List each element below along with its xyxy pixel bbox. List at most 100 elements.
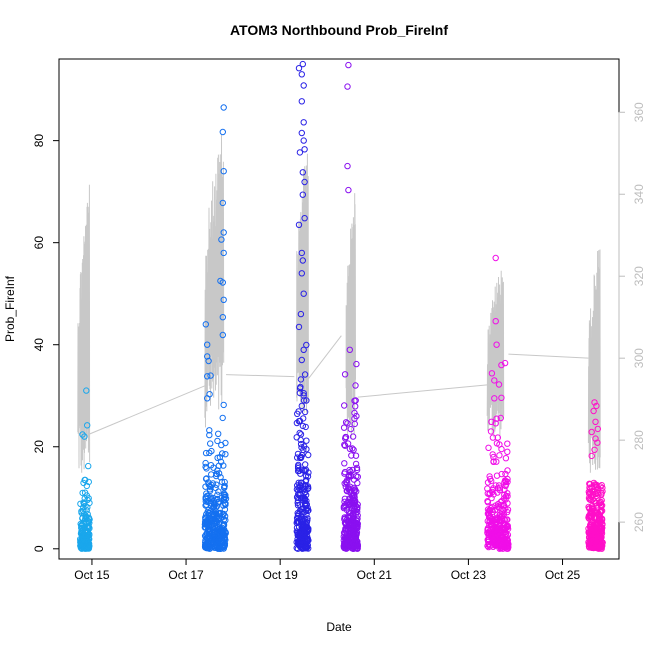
data-point [295, 221, 303, 229]
data-point [296, 149, 304, 156]
data-point [493, 472, 501, 479]
data-point [590, 407, 597, 415]
data-point [305, 484, 312, 492]
data-point [215, 488, 222, 495]
data-point [340, 504, 348, 512]
data-point [484, 527, 491, 534]
data-point [589, 488, 596, 496]
data-point [496, 441, 503, 448]
data-point [341, 498, 348, 505]
data-point [294, 509, 301, 517]
data-point [202, 459, 209, 467]
data-point [345, 61, 352, 69]
data-point [502, 493, 510, 500]
data-point [298, 466, 306, 473]
data-point [213, 470, 220, 477]
data-point [221, 482, 228, 490]
data-point [83, 387, 90, 394]
plot-frame [58, 58, 620, 560]
data-point [349, 433, 357, 440]
data-point [205, 525, 212, 532]
data-point [208, 447, 215, 455]
data-point [489, 451, 496, 458]
data-point [345, 186, 352, 194]
y2-tick-label: 320 [632, 266, 646, 286]
data-point [214, 499, 222, 506]
data-point [351, 420, 358, 428]
data-point [202, 494, 210, 501]
data-point [588, 452, 595, 460]
data-point [302, 499, 309, 507]
data-point [300, 346, 307, 353]
data-point [592, 527, 599, 534]
data-point [207, 462, 215, 469]
data-point [221, 506, 229, 513]
data-point [219, 450, 226, 457]
data-point [294, 464, 302, 472]
data-point [502, 477, 509, 485]
y2-tick-label: 360 [632, 102, 646, 122]
data-point [220, 249, 227, 257]
data-point [79, 545, 86, 552]
data-point [297, 383, 304, 391]
data-point [301, 215, 308, 222]
data-point [220, 104, 227, 111]
data-point [303, 476, 310, 484]
data-point [340, 424, 348, 431]
data-point [81, 500, 88, 507]
data-point [301, 178, 308, 186]
data-point [77, 500, 84, 507]
data-point [206, 431, 213, 439]
data-point [217, 542, 224, 549]
data-point [85, 540, 93, 547]
data-point [354, 538, 361, 545]
data-point [342, 483, 349, 490]
data-point [299, 169, 306, 176]
data-point [497, 514, 505, 521]
data-point [586, 496, 594, 503]
data-point [599, 488, 606, 495]
data-point [351, 499, 359, 506]
data-point [493, 415, 500, 422]
data-point [302, 461, 309, 468]
data-point [487, 428, 495, 435]
data-point [204, 341, 211, 348]
data-point [342, 433, 349, 441]
data-point [341, 470, 348, 477]
data-point [222, 451, 229, 458]
data-point [304, 535, 311, 542]
y-tick-label: 40 [32, 338, 46, 352]
data-point [215, 531, 222, 538]
data-point [592, 418, 599, 425]
data-point [210, 517, 218, 525]
data-point [293, 494, 301, 501]
data-point [504, 440, 511, 447]
data-point [206, 427, 213, 434]
data-point [203, 475, 210, 482]
data-point [350, 446, 357, 453]
data-point [203, 465, 210, 472]
data-point [293, 434, 300, 441]
data-point [345, 521, 353, 528]
data-point [299, 257, 306, 264]
data-point [79, 507, 87, 514]
data-point [497, 534, 504, 541]
data-point [344, 539, 351, 546]
data-point [352, 531, 359, 538]
data-point [599, 484, 606, 492]
data-point [219, 414, 226, 422]
x-tick-label: Oct 17 [168, 568, 204, 582]
data-point [495, 381, 503, 388]
data-point [348, 452, 355, 459]
data-point [81, 433, 88, 440]
data-point [294, 454, 301, 461]
data-point [588, 487, 596, 495]
data-point [303, 397, 310, 404]
data-point [303, 341, 310, 349]
y2-tick-label: 300 [632, 348, 646, 368]
y2-series-lines [77, 134, 601, 473]
data-point [495, 482, 503, 489]
data-point [497, 414, 504, 422]
